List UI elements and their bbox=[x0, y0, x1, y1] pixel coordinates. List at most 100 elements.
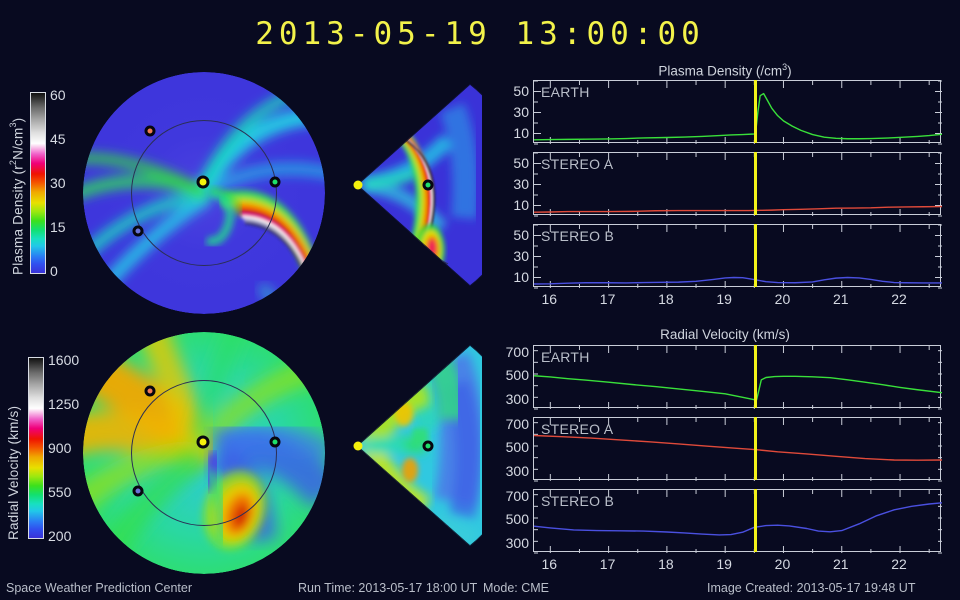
current-time-cursor bbox=[754, 417, 758, 480]
chart-panel-stereo-a[interactable]: STEREO A bbox=[533, 152, 943, 217]
colorbar-plasma-density-ticks: 60 45 30 15 0 bbox=[50, 87, 80, 279]
chart-x-tick-label: 20 bbox=[774, 556, 791, 572]
chart-plot-area bbox=[533, 490, 943, 554]
chart-y-tick-label: 300 bbox=[505, 390, 529, 407]
chart-x-tick-label: 18 bbox=[658, 556, 674, 572]
chart-y-tick-label: 50 bbox=[513, 226, 529, 243]
chart-x-tick-label: 18 bbox=[658, 291, 674, 307]
density-ecliptic-field bbox=[83, 72, 325, 314]
chart-y-tick-label: 300 bbox=[505, 462, 529, 479]
chart-panel-stereo-a[interactable]: STEREO A bbox=[533, 417, 943, 482]
chart-x-tick-label: 19 bbox=[716, 291, 732, 307]
footer-mode: Mode: CME bbox=[483, 581, 549, 595]
chart-y-tick-label: 700 bbox=[505, 488, 529, 504]
chart-panel-earth[interactable]: EARTH bbox=[533, 345, 943, 410]
stereo-a-marker-velocity[interactable] bbox=[144, 385, 156, 397]
chart-y-tick-label: 300 bbox=[505, 534, 529, 551]
page-title: 2013-05-19 13:00:00 bbox=[255, 16, 705, 52]
colorbar-radial-velocity-label: Radial Velocity (km/s) bbox=[6, 405, 21, 540]
chart-x-tick-label: 19 bbox=[716, 556, 732, 572]
velocity-meridional-view[interactable] bbox=[352, 340, 482, 552]
cbar-tick: 1600 bbox=[48, 352, 80, 368]
earth-marker-meridional-velocity[interactable] bbox=[422, 440, 434, 452]
series-line-stereo-b bbox=[533, 502, 943, 536]
chart-y-tick-label: 500 bbox=[505, 439, 529, 456]
sun-marker-meridional-velocity[interactable] bbox=[353, 441, 363, 451]
chart-y-tick-label: 500 bbox=[505, 511, 529, 528]
chart-plot-area bbox=[533, 80, 943, 145]
chart-y-tick-label: 30 bbox=[513, 103, 529, 120]
cbar-tick: 200 bbox=[48, 528, 72, 544]
footer-image-created: Image Created: 2013-05-17 19:48 UT bbox=[707, 581, 916, 595]
cbar-tick: 60 bbox=[50, 87, 66, 103]
stereo-b-marker[interactable] bbox=[132, 225, 144, 237]
chart-x-tick-label: 21 bbox=[832, 291, 849, 307]
cbar-tick: 1250 bbox=[48, 396, 80, 412]
chart-x-tick-label: 17 bbox=[599, 291, 616, 307]
stereo-a-marker[interactable] bbox=[144, 125, 156, 137]
colorbar-radial-velocity-gradient bbox=[28, 357, 44, 539]
colorbar-plasma-density: Plasma Density (r2N/cm3) 60 45 30 15 0 bbox=[0, 87, 80, 279]
chart-x-tick-label: 16 bbox=[541, 556, 558, 572]
earth-marker[interactable] bbox=[269, 176, 281, 188]
chart-y-tick-label: 700 bbox=[505, 416, 529, 432]
series-line-stereo-b bbox=[533, 276, 942, 285]
velocity-ecliptic-field bbox=[83, 332, 325, 574]
chart-y-tick-label: 30 bbox=[513, 175, 529, 192]
series-line-earth bbox=[533, 375, 943, 401]
chart-panel-earth[interactable]: EARTH bbox=[533, 80, 943, 145]
colorbar-radial-velocity: Radial Velocity (km/s) 1600 1250 900 550… bbox=[0, 352, 80, 544]
plasma-density-timeseries: Plasma Density (/cm3) EARTH 10 30 50 STEREO … bbox=[495, 62, 955, 307]
earth-marker-meridional[interactable] bbox=[422, 179, 434, 191]
chart-x-tick-label: 16 bbox=[541, 291, 558, 307]
chart-plot-area bbox=[533, 152, 943, 217]
chart-panel-stereo-b[interactable]: STEREO B bbox=[533, 224, 942, 289]
radial-velocity-chart-title: Radial Velocity (km/s) bbox=[660, 327, 790, 342]
cbar-tick: 550 bbox=[48, 484, 72, 500]
series-line-earth bbox=[533, 92, 943, 141]
velocity-ecliptic-view[interactable] bbox=[83, 328, 328, 578]
current-time-cursor bbox=[754, 489, 758, 552]
sun-marker-velocity[interactable] bbox=[196, 435, 210, 449]
chart-panel-stereo-b[interactable]: STEREO B bbox=[533, 489, 943, 554]
density-ecliptic-view[interactable] bbox=[83, 68, 328, 318]
chart-y-tick-label: 30 bbox=[513, 247, 529, 264]
sun-marker-meridional[interactable] bbox=[353, 180, 363, 190]
chart-plot-area bbox=[533, 346, 943, 410]
footer-run-time: Run Time: 2013-05-17 18:00 UT bbox=[298, 581, 478, 595]
cbar-tick: 15 bbox=[50, 219, 66, 235]
footer-organization: Space Weather Prediction Center bbox=[6, 581, 192, 595]
plasma-density-chart-title: Plasma Density (/cm3) bbox=[658, 62, 792, 79]
cbar-tick: 0 bbox=[50, 263, 58, 279]
velocity-meridional-field bbox=[357, 345, 482, 546]
series-line-stereo-a bbox=[533, 434, 943, 461]
chart-y-tick-label: 50 bbox=[513, 82, 529, 99]
colorbar-plasma-density-label: Plasma Density (r2N/cm3) bbox=[8, 117, 26, 275]
chart-x-tick-label: 22 bbox=[891, 556, 907, 572]
stereo-b-marker-velocity[interactable] bbox=[132, 485, 144, 497]
current-time-cursor bbox=[754, 345, 758, 408]
chart-y-tick-label: 700 bbox=[505, 344, 529, 360]
chart-y-tick-label: 50 bbox=[513, 154, 529, 171]
chart-plot-area bbox=[533, 224, 942, 289]
earth-marker-velocity[interactable] bbox=[269, 436, 281, 448]
density-ecliptic-disc bbox=[83, 72, 325, 314]
current-time-cursor bbox=[754, 80, 758, 143]
chart-y-tick-label: 10 bbox=[513, 124, 529, 141]
chart-plot-area bbox=[533, 418, 943, 482]
density-meridional-field bbox=[357, 84, 482, 286]
current-time-cursor bbox=[754, 224, 758, 287]
chart-x-tick-label: 20 bbox=[774, 291, 791, 307]
chart-y-tick-label: 10 bbox=[513, 268, 529, 285]
density-meridional-view[interactable] bbox=[352, 78, 482, 293]
chart-x-tick-label: 17 bbox=[599, 556, 616, 572]
chart-y-tick-label: 10 bbox=[513, 196, 529, 213]
footer: Space Weather Prediction Center Run Time… bbox=[0, 578, 960, 600]
radial-velocity-timeseries: Radial Velocity (km/s) EARTH 300 500 700 STE… bbox=[495, 327, 955, 572]
velocity-ecliptic-disc bbox=[83, 332, 325, 574]
cbar-tick: 30 bbox=[50, 175, 66, 191]
chart-y-tick-label: 500 bbox=[505, 367, 529, 384]
sun-marker[interactable] bbox=[196, 175, 210, 189]
chart-x-tick-label: 21 bbox=[832, 556, 849, 572]
